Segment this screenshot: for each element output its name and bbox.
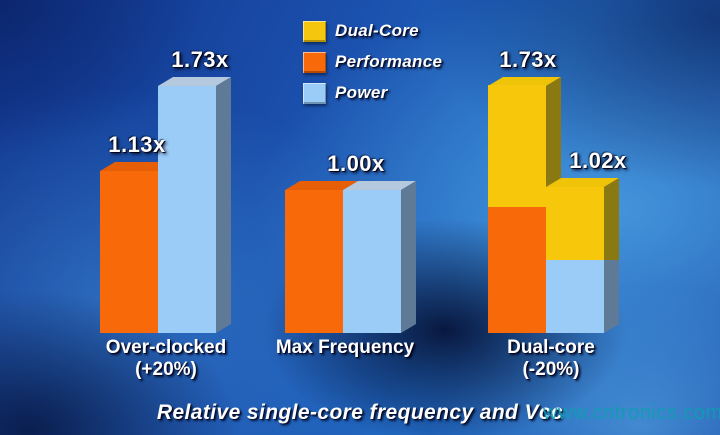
bar-segment-performance	[100, 171, 158, 333]
bar-top-face	[546, 178, 619, 187]
legend: Dual-Core Performance Power	[303, 20, 442, 113]
bar-side-segment-dual_core	[604, 178, 619, 260]
legend-item-performance: Performance	[303, 51, 442, 73]
x-axis-label-line1: Over-clocked	[105, 337, 227, 358]
chart-caption: Relative single-core frequency and Vcc	[156, 401, 564, 424]
bar-front-face	[158, 86, 216, 333]
bar-value-label: 1.73x	[171, 47, 229, 72]
bar-front-face	[285, 190, 343, 333]
bar-side-face	[401, 181, 416, 333]
bar-segment-power	[158, 86, 216, 333]
legend-item-power: Power	[303, 82, 442, 104]
x-axis-label-over-clocked: Over-clocked (+20%)	[66, 337, 266, 381]
x-axis-label-line2: (-20%)	[522, 359, 580, 380]
bar-front-face	[100, 171, 158, 333]
bar-over-clocked-power	[158, 77, 231, 333]
bar-segment-power	[546, 260, 604, 333]
legend-label-dual-core: Dual-Core	[335, 21, 419, 40]
bar-front-face	[343, 190, 401, 333]
dual-core-swatch-icon	[303, 20, 326, 42]
bar-segment-power	[343, 190, 401, 333]
bar-side-face	[604, 178, 619, 333]
bar-side-segment-power	[604, 260, 619, 333]
bar-value-label: 1.13x	[108, 132, 166, 157]
legend-item-dual-core: Dual-Core	[303, 20, 442, 42]
bar-front-face	[546, 187, 604, 333]
bar-segment-performance	[285, 190, 343, 333]
bar-segment-performance	[488, 207, 546, 333]
bar-dual-core-power	[546, 178, 619, 333]
performance-swatch-icon	[303, 51, 326, 73]
x-axis-label-line1: Dual-core	[507, 337, 595, 358]
bar-top-face	[100, 162, 173, 171]
bar-top-face	[158, 77, 231, 86]
bar-value-label: 1.02x	[569, 148, 627, 173]
bar-side-segment-power	[401, 181, 416, 333]
bar-top-face	[488, 77, 561, 86]
bar-side-face	[216, 77, 231, 333]
bar-segment-dual_core	[488, 85, 546, 207]
x-axis-label-line2: (+20%)	[135, 359, 197, 380]
x-axis-label-max-frequency: Max Frequency	[245, 337, 445, 359]
watermark: www.cntronics.com	[543, 402, 720, 424]
x-axis-label-line1: Max Frequency	[275, 337, 415, 358]
power-swatch-icon	[303, 82, 326, 104]
bar-side-segment-dual_core	[546, 77, 561, 208]
legend-label-performance: Performance	[335, 52, 443, 71]
bar-value-label: 1.00x	[327, 151, 385, 176]
bar-top-face	[285, 181, 358, 190]
bar-max-frequency-power	[343, 181, 416, 333]
bar-segment-dual_core	[546, 187, 604, 260]
bar-front-face	[488, 85, 546, 333]
bar-top-face	[343, 181, 416, 190]
bar-side-segment-power	[216, 77, 231, 333]
legend-label-power: Power	[335, 83, 388, 102]
bar-value-label: 1.73x	[499, 47, 557, 72]
x-axis-label-dual-core: Dual-core (-20%)	[451, 337, 651, 381]
